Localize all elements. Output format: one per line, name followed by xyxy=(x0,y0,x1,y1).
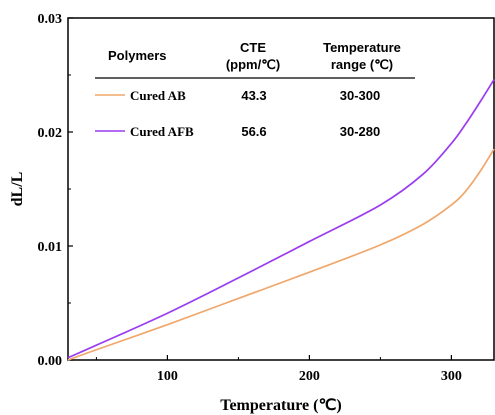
y-tick-label: 0.00 xyxy=(38,354,63,369)
x-axis-title: Temperature (℃) xyxy=(220,397,342,414)
y-tick-label: 0.01 xyxy=(38,240,63,255)
y-axis-title: dL/L xyxy=(9,172,26,207)
legend-header-range-line2: range (℃) xyxy=(331,57,393,72)
legend-header-polymers: Polymers xyxy=(108,48,167,63)
legend-label-cured-ab: Cured AB xyxy=(130,88,186,103)
legend: Polymers CTE (ppm/℃) Temperature range (… xyxy=(95,40,415,139)
legend-header-cte-line1: CTE xyxy=(240,40,266,55)
legend-range-cured-afb: 30-280 xyxy=(340,124,380,139)
legend-cte-cured-ab: 43.3 xyxy=(241,88,266,103)
series-layer xyxy=(67,79,495,361)
y-axis-ticks: 0.00 0.01 0.02 0.03 xyxy=(38,12,73,369)
legend-header-range-line1: Temperature xyxy=(323,40,401,55)
x-tick-label: 200 xyxy=(299,369,320,384)
series-line-cured-afb xyxy=(67,79,495,359)
legend-label-cured-afb: Cured AFB xyxy=(130,124,194,139)
series-line-cured-ab xyxy=(67,148,495,361)
x-tick-label: 100 xyxy=(157,369,178,384)
y-tick-label: 0.02 xyxy=(38,126,63,141)
y-tick-label: 0.03 xyxy=(38,12,63,27)
plot-frame xyxy=(67,17,495,361)
x-tick-label: 300 xyxy=(441,369,462,384)
legend-cte-cured-afb: 56.6 xyxy=(241,124,266,139)
legend-header-cte-line2: (ppm/℃) xyxy=(226,57,280,72)
x-axis-ticks: 100 200 300 xyxy=(95,355,462,384)
legend-range-cured-ab: 30-300 xyxy=(340,88,380,103)
